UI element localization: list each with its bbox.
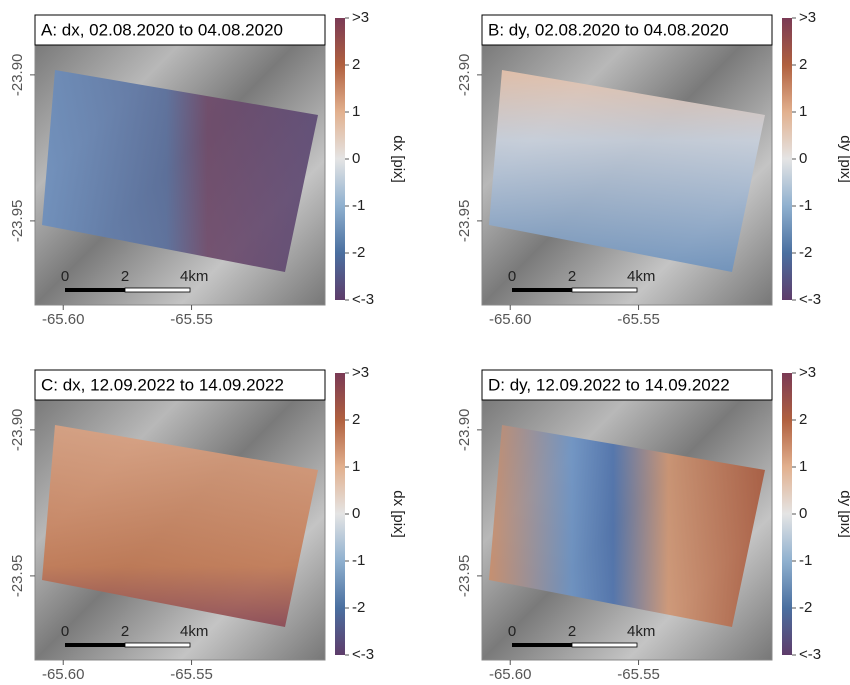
colorbar-tick-label: 1: [352, 103, 360, 120]
y-tick-label: -23.95: [9, 555, 26, 598]
y-tick-label: -23.90: [456, 409, 473, 452]
scalebar-label: 2: [121, 268, 129, 285]
x-tick-label: -65.60: [42, 666, 85, 680]
scalebar-white: [125, 288, 190, 292]
colorbar-tick-label: 0: [352, 150, 360, 167]
colorbar-tick-label: 0: [352, 505, 360, 522]
scalebar-white: [572, 288, 637, 292]
colorbar-tick-label: >3: [352, 364, 369, 381]
scalebar-label: 0: [508, 623, 516, 640]
scalebar-label: 4km: [180, 623, 208, 640]
x-tick-label: -65.60: [42, 311, 85, 328]
colorbar-tick-label: <-3: [799, 646, 821, 663]
colorbar-tick-label: >3: [799, 364, 816, 381]
y-tick-label: -23.90: [456, 54, 473, 97]
scalebar-black: [512, 643, 572, 647]
panel-title: B: dy, 02.08.2020 to 04.08.2020: [488, 20, 729, 39]
scalebar-label: 4km: [627, 268, 655, 285]
colorbar-tick-label: 2: [799, 411, 807, 428]
colorbar-label: dy [pix]: [837, 490, 850, 538]
x-tick-label: -65.55: [617, 666, 660, 680]
scalebar-label: 4km: [180, 268, 208, 285]
y-tick-label: -23.90: [9, 409, 26, 452]
colorbar-tick-label: -1: [352, 197, 365, 214]
scalebar-label: 2: [568, 623, 576, 640]
x-tick-label: -65.55: [170, 666, 213, 680]
map-panel: B: dy, 02.08.2020 to 04.08.2020 -65.60 -65…: [456, 9, 850, 328]
map-panel: C: dx, 12.09.2022 to 14.09.2022 -65.60 -65…: [9, 364, 407, 680]
panel-title: D: dy, 12.09.2022 to 14.09.2022: [488, 375, 730, 394]
colorbar-label: dy [pix]: [837, 135, 850, 183]
colorbar-tick-label: -2: [352, 244, 365, 261]
colorbar-tick-label: 2: [352, 411, 360, 428]
colorbar-tick-label: 1: [352, 458, 360, 475]
colorbar-tick-label: -2: [799, 599, 812, 616]
colorbar-tick-label: 1: [799, 458, 807, 475]
colorbar: [335, 18, 345, 300]
scalebar-label: 4km: [627, 623, 655, 640]
scalebar-black: [65, 288, 125, 292]
colorbar-label: dx [pix]: [390, 490, 407, 538]
colorbar: [782, 18, 792, 300]
colorbar-label: dx [pix]: [390, 135, 407, 183]
colorbar-tick-label: -1: [799, 552, 812, 569]
scalebar-label: 2: [568, 268, 576, 285]
scalebar-label: 0: [508, 268, 516, 285]
colorbar-tick-label: 2: [352, 56, 360, 73]
x-tick-label: -65.55: [617, 311, 660, 328]
scalebar-label: 0: [61, 268, 69, 285]
colorbar-tick-label: <-3: [799, 291, 821, 308]
y-tick-label: -23.95: [456, 555, 473, 598]
panel-title: A: dx, 02.08.2020 to 04.08.2020: [41, 20, 283, 39]
y-tick-label: -23.90: [9, 54, 26, 97]
colorbar: [335, 373, 345, 655]
colorbar-tick-label: -2: [352, 599, 365, 616]
panel-title: C: dx, 12.09.2022 to 14.09.2022: [41, 375, 284, 394]
colorbar-tick-label: <-3: [352, 646, 374, 663]
y-tick-label: -23.95: [456, 200, 473, 243]
scalebar-white: [125, 643, 190, 647]
scalebar-black: [65, 643, 125, 647]
colorbar-tick-label: >3: [352, 9, 369, 26]
figure: A: dx, 02.08.2020 to 04.08.2020 -65.60 -65…: [0, 0, 850, 680]
colorbar-tick-label: -2: [799, 244, 812, 261]
map-panel: A: dx, 02.08.2020 to 04.08.2020 -65.60 -65…: [9, 9, 407, 328]
scalebar-white: [572, 643, 637, 647]
scalebar-label: 0: [61, 623, 69, 640]
colorbar-tick-label: -1: [799, 197, 812, 214]
x-tick-label: -65.55: [170, 311, 213, 328]
colorbar-tick-label: 1: [799, 103, 807, 120]
x-tick-label: -65.60: [489, 311, 532, 328]
colorbar-tick-label: 2: [799, 56, 807, 73]
colorbar: [782, 373, 792, 655]
colorbar-tick-label: <-3: [352, 291, 374, 308]
scalebar-label: 2: [121, 623, 129, 640]
colorbar-tick-label: 0: [799, 505, 807, 522]
colorbar-tick-label: 0: [799, 150, 807, 167]
colorbar-tick-label: >3: [799, 9, 816, 26]
colorbar-tick-label: -1: [352, 552, 365, 569]
x-tick-label: -65.60: [489, 666, 532, 680]
map-panel: D: dy, 12.09.2022 to 14.09.2022 -65.60 -65…: [456, 364, 850, 680]
y-tick-label: -23.95: [9, 200, 26, 243]
scalebar-black: [512, 288, 572, 292]
